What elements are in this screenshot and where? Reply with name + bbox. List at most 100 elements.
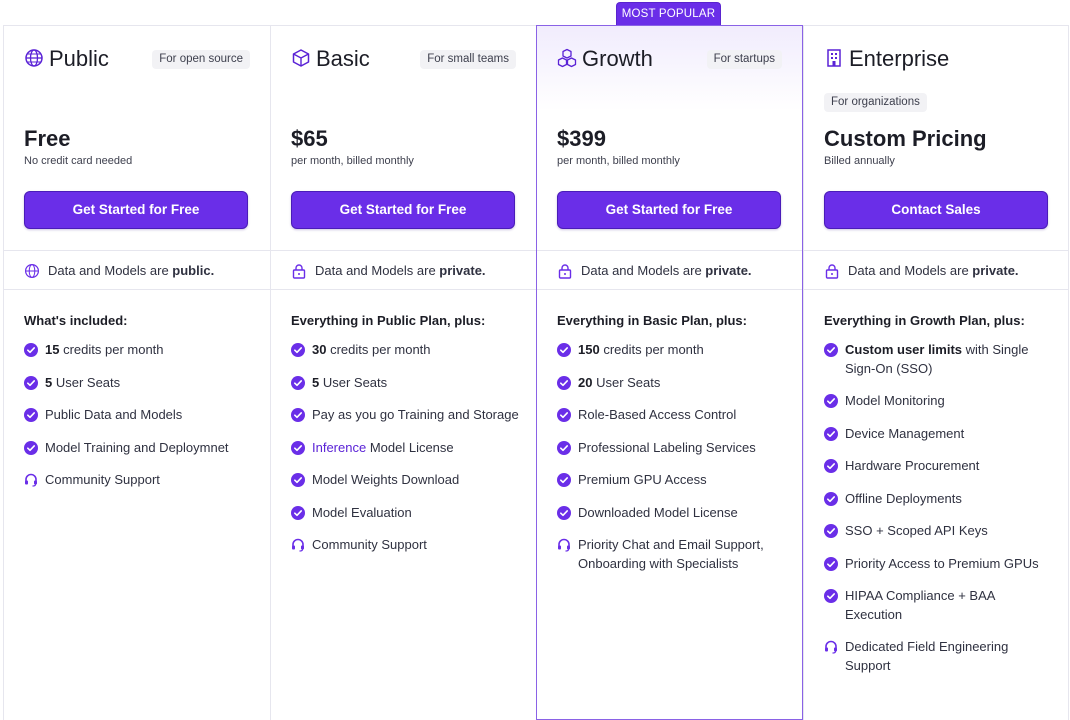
features-heading: Everything in Basic Plan, plus:: [557, 313, 747, 328]
feature-item: Model Weights Download: [291, 471, 522, 490]
get-started-button[interactable]: Get Started for Free: [24, 191, 248, 229]
plan-name: Public: [49, 46, 109, 71]
headset-icon: [824, 640, 838, 654]
feature-item: 15 credits per month: [24, 341, 256, 360]
feature-text: credits per month: [599, 342, 704, 357]
feature-item: Priority Chat and Email Support, Onboard…: [557, 536, 788, 573]
plan-card-basic: Basic For small teams $65 per month, bil…: [270, 25, 536, 720]
feature-text: Hardware Procurement: [845, 458, 980, 473]
privacy-prefix: Data and Models are: [581, 263, 706, 278]
get-started-button[interactable]: Get Started for Free: [291, 191, 515, 229]
feature-item: 5 User Seats: [24, 374, 256, 393]
privacy-row: Data and Models are private.: [537, 250, 802, 290]
check-circle-icon: [824, 524, 838, 538]
feature-item: Community Support: [291, 536, 522, 555]
feature-highlight: 5: [312, 374, 320, 390]
plan-name: Enterprise: [849, 46, 950, 71]
feature-text: Downloaded Model License: [578, 504, 738, 520]
feature-item: 30 credits per month: [291, 341, 522, 360]
plan-price-subtitle: per month, billed monthly: [557, 155, 680, 167]
features-heading: Everything in Growth Plan, plus:: [824, 313, 1025, 328]
globe-icon: [24, 48, 44, 68]
feature-text: credits per month: [59, 342, 164, 357]
plan-name: Growth: [582, 46, 653, 71]
privacy-value: public.: [172, 263, 215, 278]
privacy-prefix: Data and Models are: [48, 263, 173, 278]
features-list: Everything in Public Plan, plus: 30 credi…: [291, 313, 522, 569]
plan-price: Free: [24, 126, 71, 151]
feature-highlight: 20: [578, 374, 593, 390]
feature-item: HIPAA Compliance + BAA Execution: [824, 587, 1054, 624]
feature-text: Device Management: [845, 425, 965, 441]
check-circle-icon: [824, 426, 838, 441]
feature-text: Dedicated Field Engineering Support: [845, 639, 1009, 673]
feature-item: Offline Deployments: [824, 490, 1054, 509]
check-circle-icon: [824, 394, 838, 408]
feature-item: 20 User Seats: [557, 374, 788, 393]
get-started-button[interactable]: Get Started for Free: [557, 191, 781, 229]
check-circle-icon: [291, 343, 305, 357]
lock-icon: [291, 263, 307, 279]
plan-price: $399: [557, 126, 606, 151]
feature-text: User Seats: [52, 374, 121, 390]
privacy-value: private.: [705, 263, 752, 278]
feature-text: User Seats: [592, 374, 661, 390]
feature-text: User Seats: [319, 374, 388, 390]
feature-item: Pay as you go Training and Storage: [291, 406, 522, 425]
feature-item: Downloaded Model License: [557, 504, 788, 523]
cube-icon: [291, 48, 311, 68]
privacy-text: Data and Models are private.: [581, 263, 752, 279]
check-circle-icon: [291, 473, 305, 487]
privacy-row: Data and Models are private.: [271, 250, 536, 290]
plan-header: Basic For small teams: [291, 46, 516, 76]
plan-card-enterprise: Enterprise For organizations Custom Pric…: [803, 25, 1069, 720]
feature-text: Model Training and Deploymnet: [45, 439, 229, 455]
contact-sales-button[interactable]: Contact Sales: [824, 191, 1048, 229]
feature-text: with Single Sign-On (SSO): [845, 342, 1029, 376]
feature-item: Premium GPU Access: [557, 471, 788, 490]
plan-header: Public For open source: [24, 46, 250, 76]
feature-link[interactable]: Inference: [312, 439, 367, 455]
feature-text: Priority Access to Premium GPUs: [845, 555, 1039, 571]
headset-icon: [24, 473, 38, 487]
plan-card-growth: Growth For startups $399 per month, bill…: [536, 25, 803, 720]
plan-price-subtitle: No credit card needed: [24, 155, 133, 167]
features-heading: What's included:: [24, 313, 128, 328]
feature-text: Premium GPU Access: [578, 472, 707, 487]
feature-item: Community Support: [24, 471, 256, 490]
privacy-row: Data and Models are private.: [804, 250, 1068, 290]
check-circle-icon: [24, 408, 38, 422]
globe-icon: [24, 263, 40, 279]
feature-text: Community Support: [45, 472, 160, 487]
feature-item: Public Data and Models: [24, 406, 256, 425]
check-circle-icon: [557, 343, 571, 357]
feature-text: Model Evaluation: [312, 504, 412, 520]
headset-icon: [557, 538, 571, 552]
feature-item: Model Evaluation: [291, 504, 522, 523]
check-circle-icon: [24, 375, 38, 390]
feature-item: Role-Based Access Control: [557, 406, 788, 425]
check-circle-icon: [291, 408, 305, 422]
privacy-text: Data and Models are public.: [48, 263, 214, 279]
check-circle-icon: [557, 408, 571, 422]
feature-text: credits per month: [326, 342, 431, 357]
feature-item: Inference Model License: [291, 439, 522, 458]
feature-item: Model Monitoring: [824, 392, 1054, 411]
feature-item: 150 credits per month: [557, 341, 788, 360]
feature-text: Public Data and Models: [45, 407, 183, 422]
lock-icon: [824, 263, 840, 279]
feature-text: Professional Labeling Services: [578, 439, 756, 455]
privacy-value: private.: [439, 263, 486, 278]
features-list: Everything in Basic Plan, plus: 150 credi…: [557, 313, 788, 587]
feature-text: Priority Chat and Email Support, Onboard…: [578, 537, 764, 571]
check-circle-icon: [291, 440, 305, 455]
most-popular-badge: MOST POPULAR: [616, 2, 721, 25]
feature-text: Role-Based Access Control: [578, 407, 737, 422]
feature-highlight: 150: [578, 342, 600, 357]
check-circle-icon: [824, 491, 838, 506]
feature-item: Model Training and Deploymnet: [24, 439, 256, 458]
features-heading: Everything in Public Plan, plus:: [291, 313, 486, 328]
check-circle-icon: [824, 589, 838, 603]
feature-highlight: 30: [312, 342, 327, 357]
feature-text: Offline Deployments: [845, 490, 962, 506]
